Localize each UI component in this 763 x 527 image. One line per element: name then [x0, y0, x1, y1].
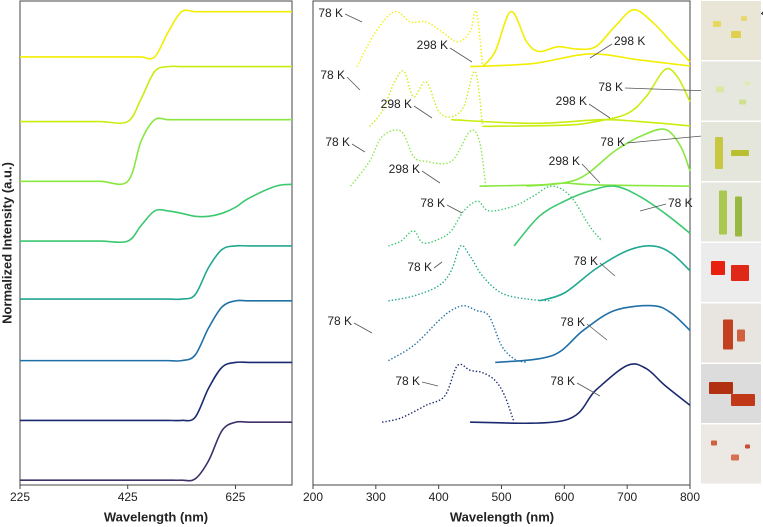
spectrum-line: [19, 361, 292, 422]
right-plot-frame: [312, 0, 691, 486]
annotation: 78 K: [560, 315, 585, 329]
spectrum-line: [19, 299, 292, 362]
spectrum-line: [388, 304, 527, 364]
annotation-leader: [421, 381, 439, 387]
annotation-leader: [351, 143, 366, 153]
spectrum-line: [369, 70, 484, 127]
x-tick-label: 625: [225, 490, 245, 504]
spectrum-line: [538, 245, 691, 302]
crystal: [731, 265, 749, 281]
crystal: [713, 21, 721, 27]
x-axis-title: Wavelength (nm): [450, 509, 554, 524]
annotation: 78 K: [600, 135, 625, 149]
spectrum-line: [479, 182, 691, 187]
spectrum-line: [20, 420, 292, 482]
x-tick-label: 500: [491, 490, 511, 504]
annotation: 78 K: [395, 374, 420, 388]
annotation-leader: [433, 261, 443, 269]
left-plot-frame: [19, 0, 293, 486]
x-tick-label: 200: [303, 490, 323, 504]
crystal: [731, 150, 749, 156]
crystal-photo: [701, 1, 761, 60]
x-axis-title: Wavelength (nm): [104, 509, 208, 524]
spectrum-line: [526, 128, 691, 187]
annotation: 298 K: [549, 154, 580, 168]
spectrum-line: [451, 118, 691, 127]
annotation: 78 K: [325, 135, 350, 149]
annotation-leader: [576, 382, 601, 397]
crystal: [735, 196, 742, 237]
spectrum-line: [388, 185, 603, 247]
x-tick-label: 600: [554, 490, 574, 504]
spectrum-line: [513, 185, 691, 247]
spectrum-line: [381, 363, 515, 423]
crystal: [731, 394, 755, 406]
annotation-leader: [449, 47, 473, 63]
crystal: [723, 319, 733, 350]
annotation-leader: [639, 203, 667, 212]
crystal: [739, 99, 746, 105]
crystal: [716, 86, 724, 93]
annotation-leader: [421, 170, 441, 184]
annotation: 78 K: [668, 196, 693, 210]
spectrum-line: [482, 67, 691, 128]
annotation-leader: [413, 105, 433, 119]
x-tick-label: 700: [617, 490, 637, 504]
x-tick-label: 425: [118, 490, 138, 504]
annotation-leader: [589, 43, 613, 59]
annotation: 298 K: [389, 162, 420, 176]
crystal: [737, 329, 745, 342]
spectrum-line: [20, 65, 292, 125]
crystal: [719, 190, 727, 235]
annotation: 78 K: [598, 80, 623, 94]
spectrum-line: [20, 244, 292, 301]
annotation: 78 K: [320, 68, 345, 82]
x-tick-label: 400: [429, 490, 449, 504]
crystal-photo: [701, 424, 761, 484]
crystal: [745, 81, 750, 86]
annotation: 298 K: [417, 38, 448, 52]
x-tick-label: 800: [680, 490, 700, 504]
annotation: 298 K: [381, 97, 412, 111]
y-axis-title: Normalized Intensity (a.u.): [0, 162, 14, 324]
spectrum-line: [350, 129, 487, 187]
crystal: [709, 382, 733, 394]
spectrum-line: [495, 304, 691, 364]
annotation-leader: [599, 262, 616, 277]
x-tick-label: 300: [366, 490, 386, 504]
annotation: 78 K: [420, 196, 445, 210]
annotation: 78 K: [327, 314, 352, 328]
x-tick-label: 225: [10, 490, 30, 504]
crystal-photo: [701, 61, 761, 121]
annotation: 298 K: [614, 34, 645, 48]
spectrum-line: [470, 363, 691, 425]
annotation-leader: [353, 322, 373, 334]
annotation-leader: [344, 13, 363, 23]
crystal: [731, 31, 741, 38]
crystal-photo: [701, 182, 761, 242]
spectrum-line: [20, 183, 293, 244]
crystal: [745, 444, 750, 449]
crystal: [711, 261, 725, 275]
crystal: [711, 440, 717, 446]
annotation-leader: [446, 204, 463, 214]
spectrum-line: [19, 9, 292, 60]
annotation-leader: [346, 76, 361, 91]
annotation: 78 K: [318, 6, 343, 20]
crystal: [715, 137, 723, 169]
spectrum-line: [20, 117, 292, 186]
spectrum-line: [470, 53, 691, 68]
annotation-leader: [588, 103, 611, 119]
annotation: 78 K: [407, 260, 432, 274]
annotation-leader: [586, 323, 608, 341]
annotation: 78 K: [573, 254, 598, 268]
annotation: 78 K: [550, 374, 575, 388]
annotation: 298 K: [556, 94, 587, 108]
crystal: [741, 16, 747, 21]
annotation-leader: [581, 163, 601, 184]
spectrum-line: [482, 9, 691, 68]
crystal: [731, 454, 739, 461]
